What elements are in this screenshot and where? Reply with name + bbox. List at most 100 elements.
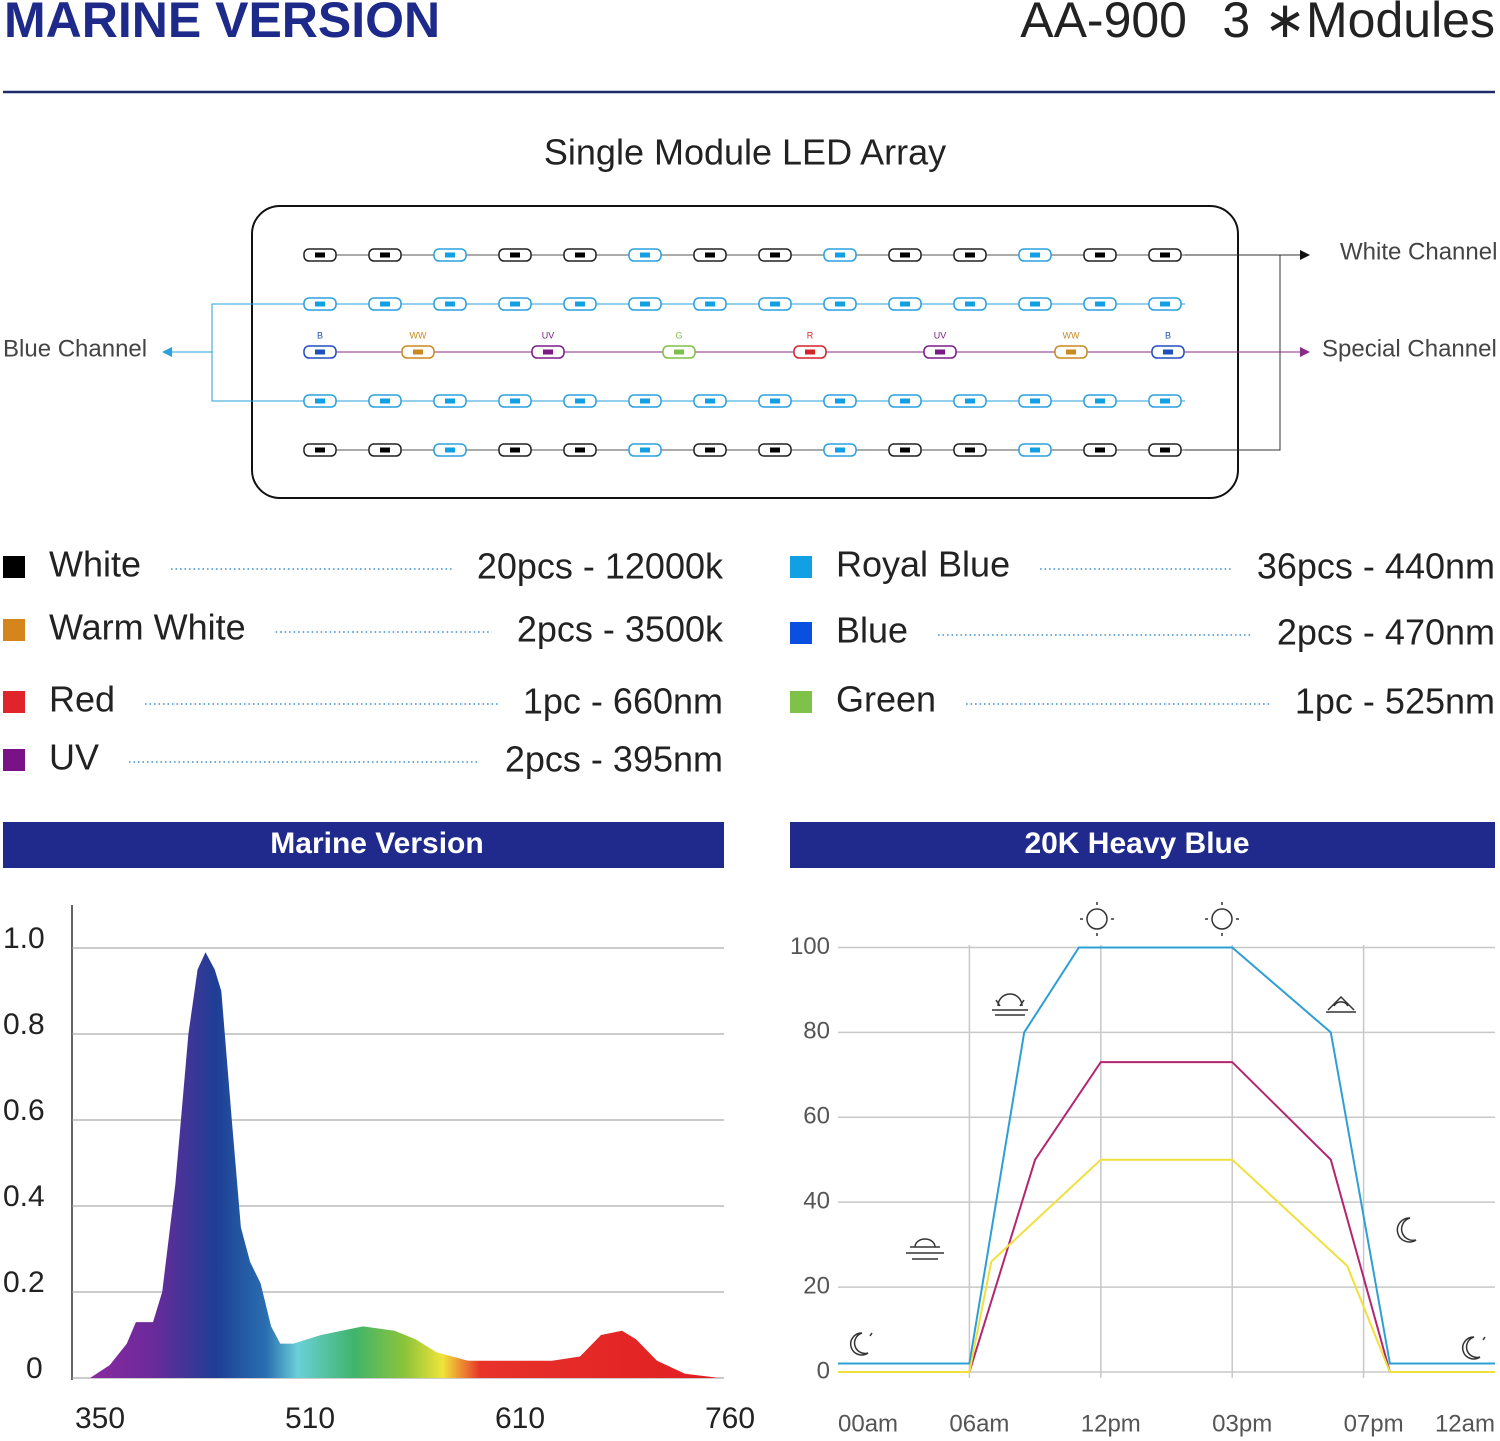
led-chip bbox=[445, 447, 455, 453]
y-tick-label: 40 bbox=[803, 1188, 830, 1215]
led-chip bbox=[510, 447, 520, 453]
led-chip bbox=[315, 398, 325, 404]
led-chip bbox=[935, 349, 945, 355]
chart-banner bbox=[3, 822, 724, 868]
led-chip bbox=[965, 252, 975, 258]
legend-swatch bbox=[790, 691, 812, 713]
legend-name: UV bbox=[49, 737, 99, 778]
led-label: UV bbox=[542, 330, 555, 340]
header-modules: 3 ∗Modules bbox=[1222, 0, 1495, 48]
icons bbox=[849, 902, 1486, 1360]
led-label: WW bbox=[410, 330, 427, 340]
legend-name: Green bbox=[836, 679, 936, 720]
led-chip bbox=[705, 398, 715, 404]
y-tick-label: 0.4 bbox=[3, 1180, 45, 1213]
led-chip bbox=[380, 301, 390, 307]
led-chip bbox=[900, 301, 910, 307]
led-chip bbox=[705, 252, 715, 258]
legend-spec: 1pc - 525nm bbox=[1295, 681, 1495, 722]
x-tick-label: 510 bbox=[285, 1402, 335, 1435]
legend-swatch bbox=[790, 556, 812, 578]
led-chip bbox=[1030, 301, 1040, 307]
legend-spec: 36pcs - 440nm bbox=[1257, 546, 1495, 587]
led-chip bbox=[835, 447, 845, 453]
led-chip bbox=[315, 252, 325, 258]
y-tick-label: 20 bbox=[803, 1272, 830, 1299]
led-array-title: Single Module LED Array bbox=[544, 132, 946, 173]
led-chip bbox=[445, 398, 455, 404]
led-chip bbox=[835, 398, 845, 404]
led-label: B bbox=[1165, 330, 1171, 340]
led-chip bbox=[575, 398, 585, 404]
blue-channel-label: Blue Channel bbox=[3, 335, 147, 362]
led-label: WW bbox=[1063, 330, 1080, 340]
led-chip bbox=[315, 301, 325, 307]
y-tick-label: 0.2 bbox=[3, 1266, 45, 1299]
led-label: G bbox=[675, 330, 682, 340]
legend-swatch bbox=[3, 691, 25, 713]
legend-name: White bbox=[49, 544, 141, 585]
led-chip bbox=[705, 301, 715, 307]
legend-name: Royal Blue bbox=[836, 544, 1010, 585]
led-chip bbox=[770, 398, 780, 404]
led-chip bbox=[965, 301, 975, 307]
led-chip bbox=[315, 447, 325, 453]
led-chip bbox=[1095, 447, 1105, 453]
y-tick-label: 0 bbox=[817, 1357, 830, 1384]
led-chip bbox=[1160, 447, 1170, 453]
x-tick-label: 12am bbox=[1435, 1410, 1495, 1437]
led-chip bbox=[575, 447, 585, 453]
led-chip bbox=[640, 252, 650, 258]
y-tick-label: 0.6 bbox=[3, 1094, 45, 1127]
legend-swatch bbox=[3, 556, 25, 578]
led-label: B bbox=[317, 330, 323, 340]
series-line bbox=[838, 1158, 1495, 1373]
legend-spec: 2pcs - 395nm bbox=[505, 739, 723, 780]
led-chip bbox=[445, 301, 455, 307]
y-tick-label: 0.8 bbox=[3, 1008, 45, 1041]
led-chip bbox=[445, 252, 455, 258]
led-chip bbox=[1030, 398, 1040, 404]
blue-channel-wire bbox=[211, 303, 304, 402]
led-chip bbox=[705, 447, 715, 453]
y-tick-label: 1.0 bbox=[3, 922, 45, 955]
series-line bbox=[838, 946, 1495, 1365]
x-tick-label: 03pm bbox=[1212, 1410, 1272, 1437]
legend-spec: 20pcs - 12000k bbox=[477, 546, 724, 587]
led-chip bbox=[965, 447, 975, 453]
led-chip bbox=[770, 447, 780, 453]
led-chip bbox=[1066, 349, 1076, 355]
x-tick-label: 350 bbox=[75, 1402, 125, 1435]
led-chip bbox=[510, 252, 520, 258]
led-chip bbox=[770, 301, 780, 307]
spectrum-area bbox=[90, 952, 720, 1378]
led-chip bbox=[805, 349, 815, 355]
led-chip bbox=[640, 301, 650, 307]
legend-name: Blue bbox=[836, 610, 908, 651]
y-tick-label: 60 bbox=[803, 1103, 830, 1130]
white-channel-label: White Channel bbox=[1340, 238, 1497, 265]
led-chip bbox=[575, 252, 585, 258]
header-model: AA-900 bbox=[1020, 0, 1187, 48]
led-chip bbox=[1030, 447, 1040, 453]
arrow bbox=[1300, 250, 1310, 260]
x-tick-label: 760 bbox=[705, 1402, 755, 1435]
led-chip bbox=[413, 349, 423, 355]
series-line bbox=[838, 1061, 1495, 1373]
led-chip bbox=[510, 301, 520, 307]
led-chip bbox=[835, 301, 845, 307]
led-chip bbox=[1160, 301, 1170, 307]
special-channel-label: Special Channel bbox=[1322, 335, 1497, 362]
led-chip bbox=[900, 252, 910, 258]
led-chip bbox=[1095, 398, 1105, 404]
legend-spec: 2pcs - 3500k bbox=[517, 609, 724, 650]
led-chip bbox=[380, 398, 390, 404]
x-tick-label: 610 bbox=[495, 1402, 545, 1435]
legend-swatch bbox=[3, 749, 25, 771]
led-chip bbox=[900, 398, 910, 404]
led-chip bbox=[315, 349, 325, 355]
arrow bbox=[162, 347, 172, 357]
header-title: MARINE VERSION bbox=[4, 0, 440, 48]
